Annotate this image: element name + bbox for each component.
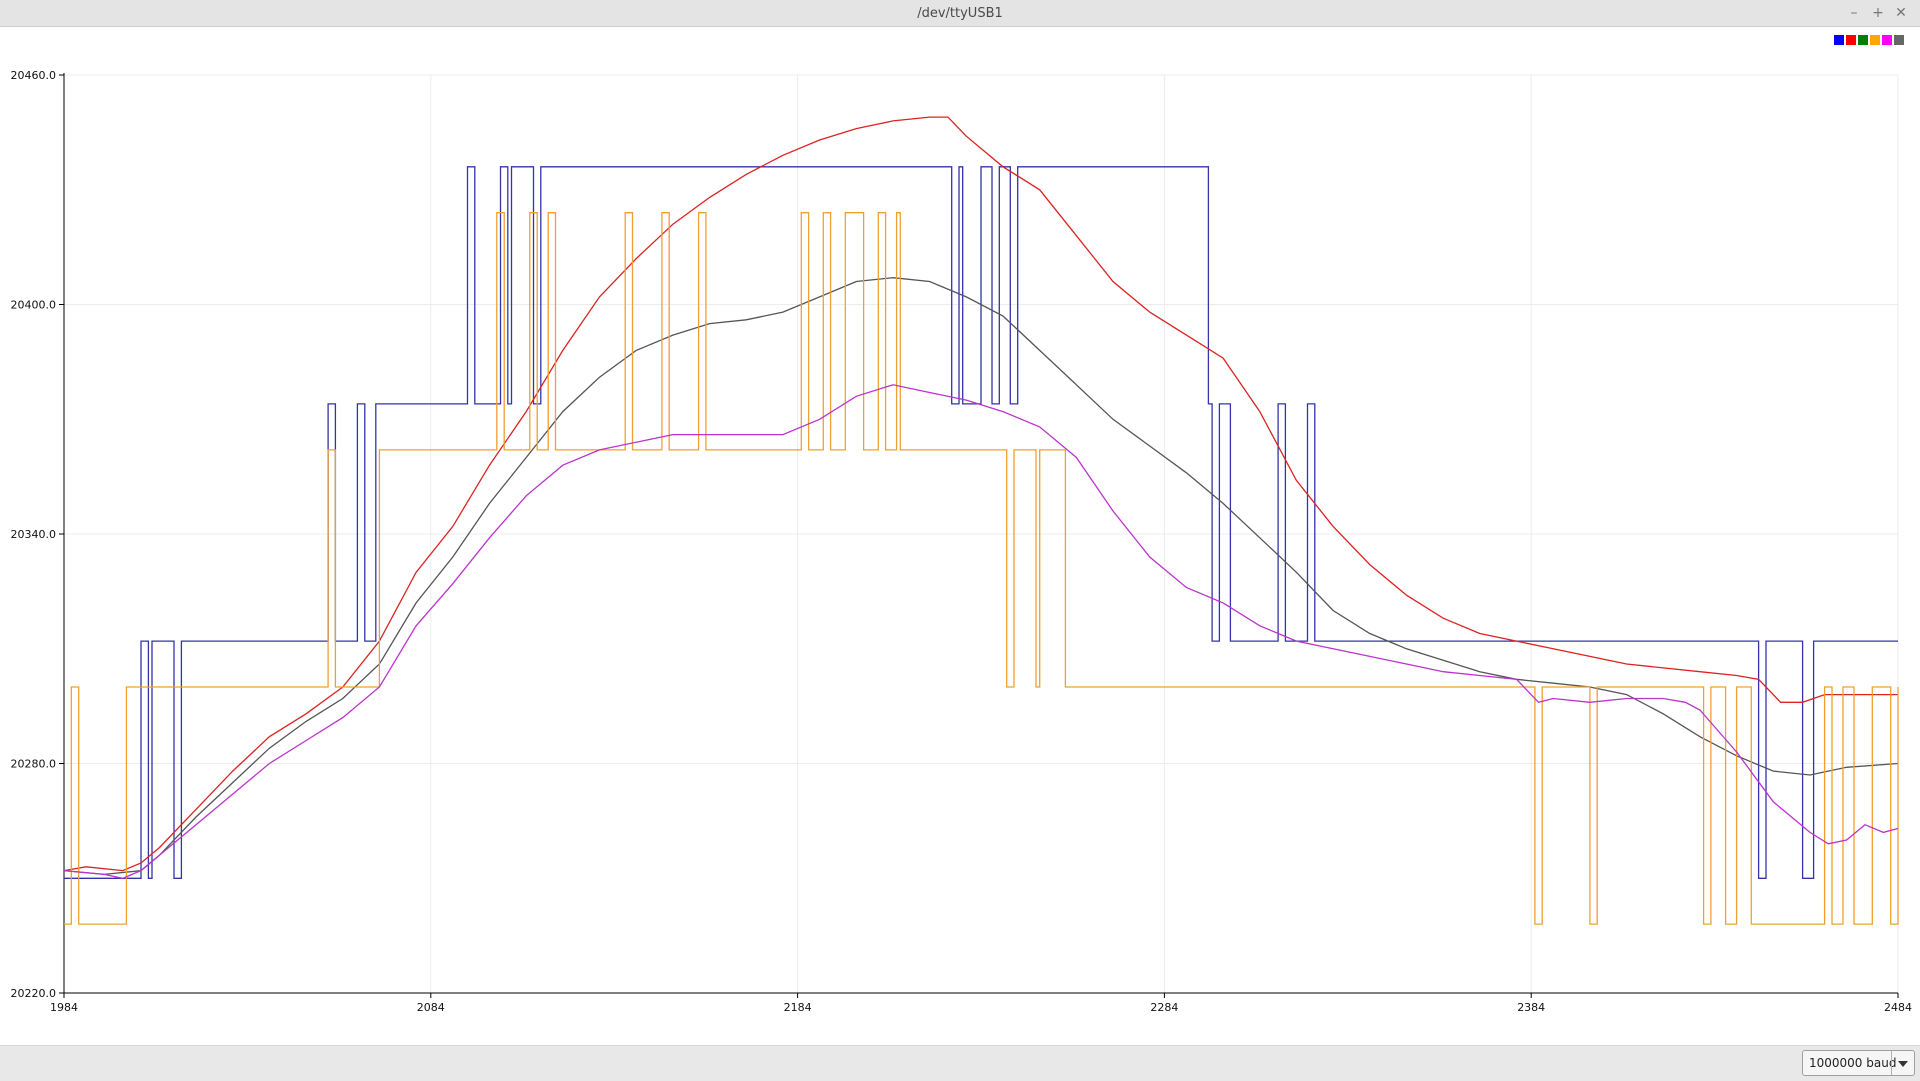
- serial-plot: 1984 2084 2184 2284 2384 2484 20220.0 20280.0 20…: [11, 35, 1913, 1014]
- x-tick-label: 2184: [784, 1001, 812, 1014]
- window-titlebar: /dev/ttyUSB1 – + ✕: [0, 0, 1920, 27]
- y-tick-label: 20460.0: [11, 69, 57, 82]
- close-icon[interactable]: ✕: [1895, 5, 1907, 21]
- series-line-5: [63, 384, 1899, 879]
- y-tick-label: 20400.0: [11, 299, 57, 312]
- x-tick-label: 1984: [50, 1001, 78, 1014]
- baud-rate-select[interactable]: 1000000 baud: [1802, 1050, 1915, 1076]
- chart-axes: 1984 2084 2184 2284 2384 2484 20220.0 20280.0 20…: [11, 69, 1913, 1014]
- x-tick-label: 2084: [417, 1001, 445, 1014]
- x-tick-label: 2384: [1517, 1001, 1545, 1014]
- minimize-icon[interactable]: –: [1850, 5, 1858, 21]
- x-tick-label: 2284: [1150, 1001, 1178, 1014]
- chevron-down-icon: [1898, 1061, 1908, 1067]
- maximize-icon[interactable]: +: [1872, 5, 1884, 21]
- window-title: /dev/ttyUSB1: [917, 6, 1003, 21]
- baud-dropdown-button[interactable]: [1891, 1051, 1914, 1075]
- series-line-2: [63, 116, 1898, 872]
- red-swatch: [1846, 35, 1856, 45]
- green-swatch: [1858, 35, 1868, 45]
- series-line-1: [64, 166, 1898, 879]
- x-tick-label: 2484: [1884, 1001, 1912, 1014]
- orange-swatch: [1870, 35, 1880, 45]
- series-line-4: [64, 212, 1899, 925]
- chart-legend: [1834, 35, 1904, 45]
- y-tick-label: 20340.0: [11, 528, 57, 541]
- chart-grid: [64, 74, 1899, 993]
- magenta-swatch: [1882, 35, 1892, 45]
- y-tick-label: 20280.0: [11, 758, 57, 771]
- status-bar: 1000000 baud: [0, 1045, 1920, 1081]
- gray-swatch: [1894, 35, 1904, 45]
- chart-series: [63, 116, 1899, 925]
- baud-rate-value: 1000000 baud: [1809, 1056, 1897, 1070]
- y-tick-label: 20220.0: [11, 987, 57, 1000]
- blue-swatch: [1834, 35, 1844, 45]
